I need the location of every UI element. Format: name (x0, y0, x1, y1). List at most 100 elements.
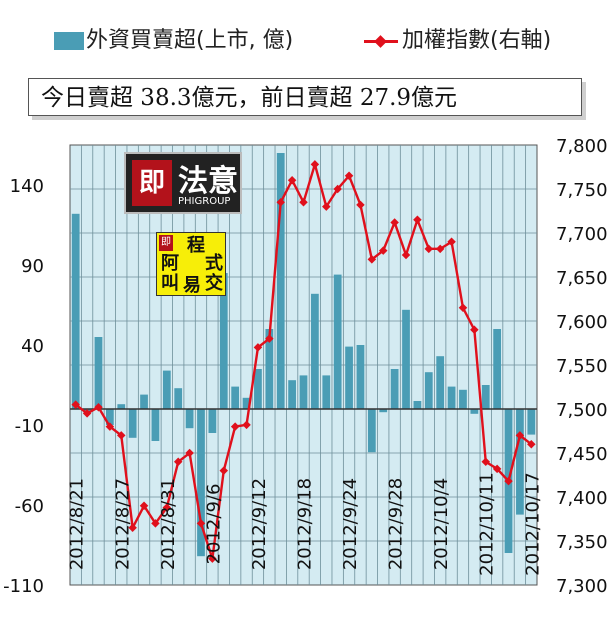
index-point-3 (105, 422, 115, 431)
index-point-14 (230, 422, 240, 431)
bar-23 (333, 274, 342, 409)
index-point-19 (287, 175, 297, 185)
index-point-24 (344, 171, 354, 181)
bar-35 (470, 409, 479, 414)
x-tick-label: 2012/8/21 (67, 478, 88, 570)
badge-char-2: 程 (187, 235, 205, 256)
index-point-28 (390, 218, 399, 227)
x-tick-label: 2012/9/18 (295, 478, 316, 570)
index-point-33 (447, 237, 456, 247)
index-point-35 (470, 325, 479, 335)
index-point-9 (173, 457, 183, 467)
headline-box: 今日賣超 38.3億元，前日賣超 27.9億元 (28, 78, 582, 116)
index-point-0 (71, 400, 80, 409)
index-point-23 (333, 184, 342, 194)
left-tick-label: 140 (10, 176, 44, 197)
bar-32 (436, 356, 445, 409)
bar-6 (140, 394, 148, 409)
bar-20 (299, 375, 308, 409)
bar-11 (197, 409, 205, 557)
x-tick-label: 2012/9/28 (386, 478, 407, 570)
bar-37 (493, 329, 502, 409)
badge-char-6: 交 (205, 273, 223, 294)
right-tick-label: 7,700 (556, 224, 608, 245)
index-point-36 (481, 457, 490, 467)
legend-line-marker (374, 35, 387, 48)
index-point-38 (504, 476, 513, 486)
legend: 外資買賣超(上市, 億) 加權指數(右軸) (0, 14, 612, 54)
right-tick-label: 7,750 (556, 180, 608, 201)
index-point-27 (378, 246, 388, 255)
left-tick-label: -60 (15, 496, 44, 517)
index-point-1 (82, 409, 92, 418)
bar-3 (105, 409, 114, 425)
bar-10 (185, 409, 194, 429)
program-trading-badge: 即 阿 程 叫 式 易 交 (156, 232, 226, 296)
x-tick-label: 2012/10/11 (477, 472, 498, 576)
bar-25 (356, 345, 365, 409)
bar-29 (402, 309, 410, 409)
index-point-16 (253, 343, 263, 352)
x-tick-label: 2012/8/31 (158, 478, 179, 570)
bar-26 (367, 409, 376, 453)
index-point-13 (219, 466, 229, 475)
x-tick-label: 2012/9/24 (340, 478, 361, 570)
badge-char-4: 式 (205, 253, 223, 274)
index-point-8 (162, 503, 172, 512)
left-tick-label: -110 (3, 576, 44, 597)
left-tick-label: -10 (15, 416, 44, 437)
logo-brand-cn: 法意 (178, 164, 238, 199)
x-tick-label: 2012/10/4 (431, 478, 452, 570)
bar-31 (424, 372, 433, 409)
index-point-40 (527, 439, 536, 449)
bar-12 (208, 409, 217, 433)
bar-34 (459, 389, 467, 409)
index-point-15 (242, 420, 251, 430)
index-point-32 (435, 244, 445, 254)
bar-13 (219, 273, 228, 409)
index-point-6 (139, 501, 149, 511)
bar-8 (162, 370, 171, 409)
bar-14 (231, 386, 240, 409)
bar-16 (254, 369, 262, 409)
x-tick-label: 2012/9/6 (203, 484, 224, 565)
index-point-30 (413, 215, 422, 225)
index-point-37 (492, 464, 502, 474)
bar-30 (413, 401, 422, 409)
bar-21 (311, 293, 319, 409)
x-tick-label: 2012/8/27 (112, 478, 133, 570)
bar-19 (288, 380, 296, 409)
index-point-31 (424, 244, 434, 254)
badge-char-1: 阿 (161, 253, 179, 274)
right-tick-label: 7,550 (556, 356, 608, 377)
badge-char-3: 叫 (161, 273, 179, 294)
logo-brand-en: PHIGROUP (178, 196, 231, 207)
right-tick-label: 7,650 (556, 268, 608, 289)
bar-28 (390, 369, 399, 409)
legend-bar-label: 外資買賣超(上市, 億) (86, 28, 294, 53)
right-tick-label: 7,600 (556, 312, 608, 333)
right-tick-label: 7,450 (556, 444, 608, 465)
index-point-2 (94, 402, 103, 412)
right-tick-label: 7,350 (556, 532, 608, 553)
right-tick-label: 7,300 (556, 576, 608, 597)
bar-27 (379, 409, 388, 413)
bar-17 (265, 329, 274, 409)
index-point-17 (265, 334, 274, 343)
x-tick-label: 2012/9/12 (249, 478, 270, 570)
badge-char-5: 易 (183, 275, 201, 296)
bar-39 (516, 409, 524, 515)
index-point-10 (185, 448, 194, 458)
left-tick-label: 90 (21, 256, 44, 277)
phigroup-logo: 即 法意 PHIGROUP (124, 152, 242, 214)
bar-0 (71, 213, 80, 409)
bar-9 (174, 388, 183, 409)
right-tick-label: 7,500 (556, 400, 608, 421)
bar-40 (527, 409, 536, 435)
bar-15 (242, 397, 251, 409)
index-point-34 (458, 303, 468, 313)
index-point-39 (515, 431, 525, 440)
badge-seal: 即 (159, 235, 173, 251)
right-tick-label: 7,400 (556, 488, 608, 509)
left-tick-label: 40 (21, 336, 44, 357)
